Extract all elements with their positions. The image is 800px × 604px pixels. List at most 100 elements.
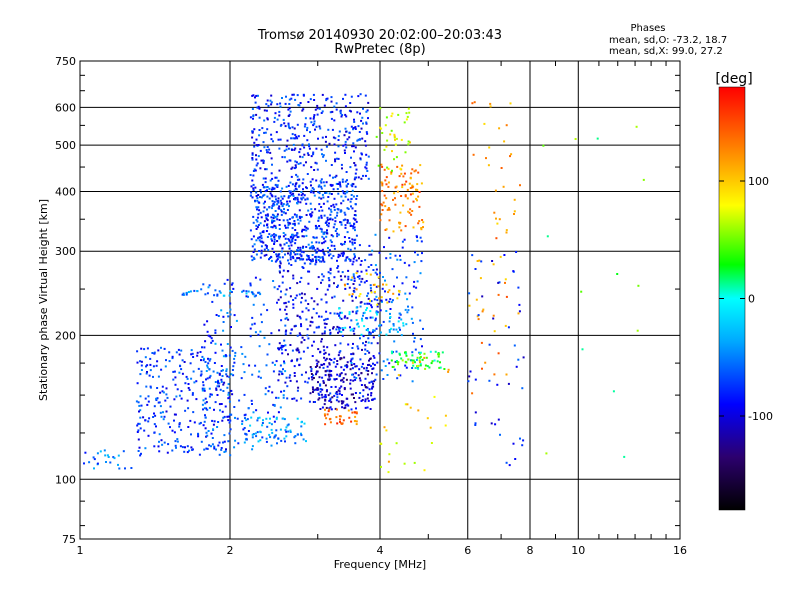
data-point <box>263 109 266 112</box>
data-point <box>300 432 302 435</box>
data-point <box>355 411 358 414</box>
data-point <box>324 396 327 398</box>
data-point <box>311 344 314 347</box>
data-point <box>281 352 284 355</box>
data-point <box>287 224 290 226</box>
data-point <box>359 157 362 160</box>
data-point <box>243 393 246 396</box>
data-point <box>493 330 496 333</box>
data-point <box>334 176 337 179</box>
data-point <box>285 241 288 244</box>
data-point <box>270 428 273 431</box>
data-point <box>321 235 324 238</box>
data-point <box>401 282 404 285</box>
data-point <box>305 440 307 443</box>
data-point <box>315 226 318 229</box>
data-point <box>206 330 209 333</box>
data-point <box>436 360 439 363</box>
data-point <box>405 354 408 357</box>
data-point <box>352 283 355 285</box>
data-point <box>348 286 351 289</box>
data-point <box>290 167 293 170</box>
data-point <box>378 334 381 337</box>
data-point <box>342 380 345 383</box>
data-point <box>255 191 258 194</box>
data-point <box>315 125 318 128</box>
data-point <box>301 192 304 195</box>
data-point <box>339 342 342 345</box>
data-point <box>225 373 228 376</box>
data-point <box>320 338 323 341</box>
data-point <box>340 422 343 425</box>
data-point <box>258 107 261 110</box>
data-point <box>362 342 364 345</box>
data-point <box>351 185 354 188</box>
data-point <box>296 178 299 181</box>
data-point <box>294 133 297 136</box>
data-point <box>276 218 279 221</box>
data-point <box>278 373 281 376</box>
data-point <box>202 381 205 384</box>
data-point <box>284 381 287 384</box>
data-point <box>370 253 373 256</box>
data-point <box>334 160 337 163</box>
data-point <box>298 184 301 187</box>
data-point <box>278 224 281 226</box>
data-point <box>241 420 244 423</box>
data-point <box>282 394 285 397</box>
data-point <box>274 176 277 179</box>
data-point <box>181 446 184 449</box>
data-point <box>299 246 302 249</box>
data-point <box>346 317 349 320</box>
data-point <box>192 356 195 358</box>
data-point <box>371 387 373 390</box>
data-point <box>280 319 283 322</box>
data-point <box>305 318 308 321</box>
data-point <box>189 290 192 293</box>
data-point <box>270 332 273 335</box>
data-point <box>282 368 284 371</box>
data-point <box>366 132 369 135</box>
data-point <box>313 114 316 117</box>
data-point <box>323 260 326 263</box>
data-point <box>480 260 483 263</box>
data-point <box>308 400 311 403</box>
data-point <box>388 219 391 222</box>
data-point <box>206 434 209 437</box>
data-point <box>385 197 388 200</box>
data-point <box>306 152 309 155</box>
data-point <box>356 195 359 197</box>
data-point <box>294 160 297 163</box>
data-point <box>367 341 370 344</box>
data-point <box>252 256 255 259</box>
data-point <box>202 408 204 411</box>
data-point <box>326 218 329 221</box>
data-point <box>291 349 294 352</box>
data-point <box>353 222 356 225</box>
data-point <box>336 259 338 262</box>
data-point <box>209 393 212 396</box>
data-point <box>392 324 395 327</box>
data-point <box>329 272 332 275</box>
data-point <box>327 271 330 274</box>
data-point <box>323 356 326 359</box>
data-point <box>104 454 107 457</box>
data-point <box>382 283 384 286</box>
data-point <box>233 357 236 360</box>
data-point <box>424 367 427 370</box>
data-point <box>312 124 315 127</box>
data-point <box>314 128 316 131</box>
data-point <box>371 385 374 388</box>
data-point <box>307 154 310 156</box>
data-point <box>327 378 330 381</box>
data-point <box>227 397 230 400</box>
data-point <box>378 251 381 254</box>
data-point <box>225 370 228 373</box>
data-point <box>315 371 318 374</box>
data-point <box>367 292 370 295</box>
data-point <box>316 104 319 107</box>
data-point <box>314 263 317 266</box>
data-point <box>402 324 405 327</box>
data-point <box>323 319 326 322</box>
data-point <box>374 378 377 381</box>
